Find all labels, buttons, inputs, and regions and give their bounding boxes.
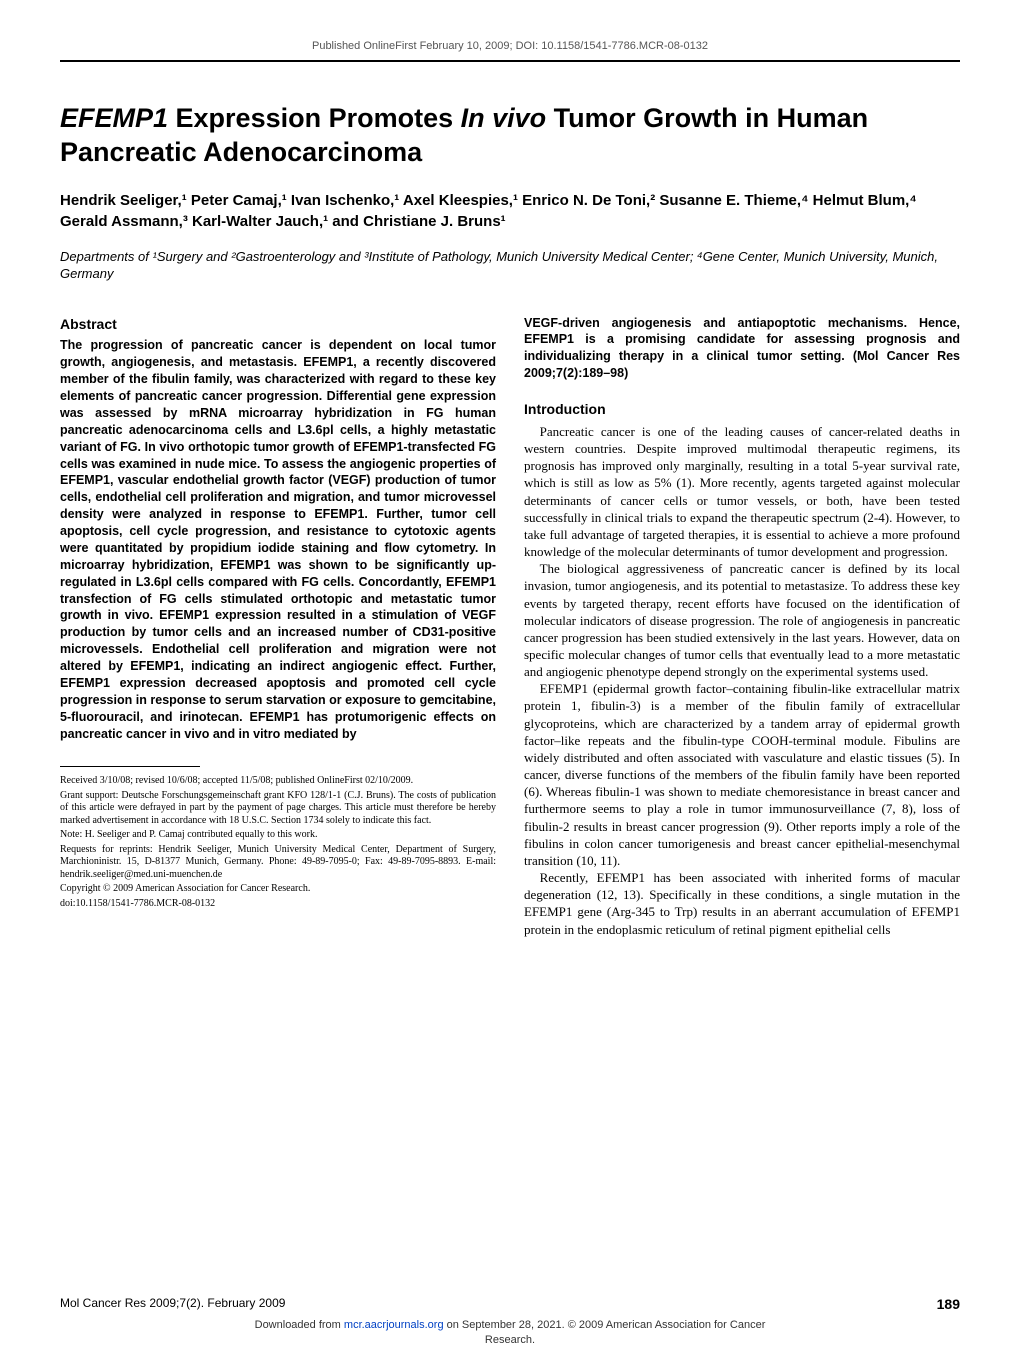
footer-download-notice: Downloaded from mcr.aacrjournals.org on … [60, 1318, 960, 1347]
page-number: 189 [937, 1296, 960, 1312]
intro-paragraph: Recently, EFEMP1 has been associated wit… [524, 869, 960, 938]
author-list: Hendrik Seeliger,¹ Peter Camaj,¹ Ivan Is… [60, 190, 960, 232]
abstract-body-left: The progression of pancreatic cancer is … [60, 337, 496, 742]
footnotes-block: Received 3/10/08; revised 10/6/08; accep… [60, 775, 496, 910]
footer-download-line2: Research. [485, 1334, 535, 1346]
footnote-doi: doi:10.1158/1541-7786.MCR-08-0132 [60, 898, 496, 911]
two-column-body: Abstract The progression of pancreatic c… [60, 315, 960, 938]
footnote-received: Received 3/10/08; revised 10/6/08; accep… [60, 775, 496, 788]
left-column: Abstract The progression of pancreatic c… [60, 315, 496, 938]
abstract-heading: Abstract [60, 315, 496, 334]
footer-download-suffix: on September 28, 2021. © 2009 American A… [444, 1319, 766, 1331]
right-column: VEGF-driven angiogenesis and antiapoptot… [524, 315, 960, 938]
intro-paragraph: EFEMP1 (epidermal growth factor–containi… [524, 680, 960, 869]
article-title: EFEMP1 Expression Promotes In vivo Tumor… [60, 102, 960, 170]
intro-paragraph: The biological aggressiveness of pancrea… [524, 560, 960, 680]
intro-paragraph: Pancreatic cancer is one of the leading … [524, 423, 960, 560]
online-first-header: Published OnlineFirst February 10, 2009;… [60, 40, 960, 52]
footnote-rule [60, 766, 200, 767]
footer-download-prefix: Downloaded from [255, 1319, 344, 1331]
footer-top-row: Mol Cancer Res 2009;7(2). February 2009 … [60, 1296, 960, 1312]
affiliations: Departments of ¹Surgery and ²Gastroenter… [60, 248, 960, 283]
footer-citation: Mol Cancer Res 2009;7(2). February 2009 [60, 1296, 285, 1312]
footnote-note: Note: H. Seeliger and P. Camaj contribut… [60, 829, 496, 842]
top-horizontal-rule [60, 60, 960, 62]
footnote-grant: Grant support: Deutsche Forschungsgemein… [60, 790, 496, 828]
abstract-body-right: VEGF-driven angiogenesis and antiapoptot… [524, 315, 960, 383]
footnote-copyright: Copyright © 2009 American Association fo… [60, 883, 496, 896]
footnote-reprints: Requests for reprints: Hendrik Seeliger,… [60, 844, 496, 882]
footer-download-link[interactable]: mcr.aacrjournals.org [344, 1319, 444, 1331]
page-footer: Mol Cancer Res 2009;7(2). February 2009 … [60, 1296, 960, 1347]
introduction-heading: Introduction [524, 400, 960, 419]
introduction-body: Pancreatic cancer is one of the leading … [524, 423, 960, 938]
